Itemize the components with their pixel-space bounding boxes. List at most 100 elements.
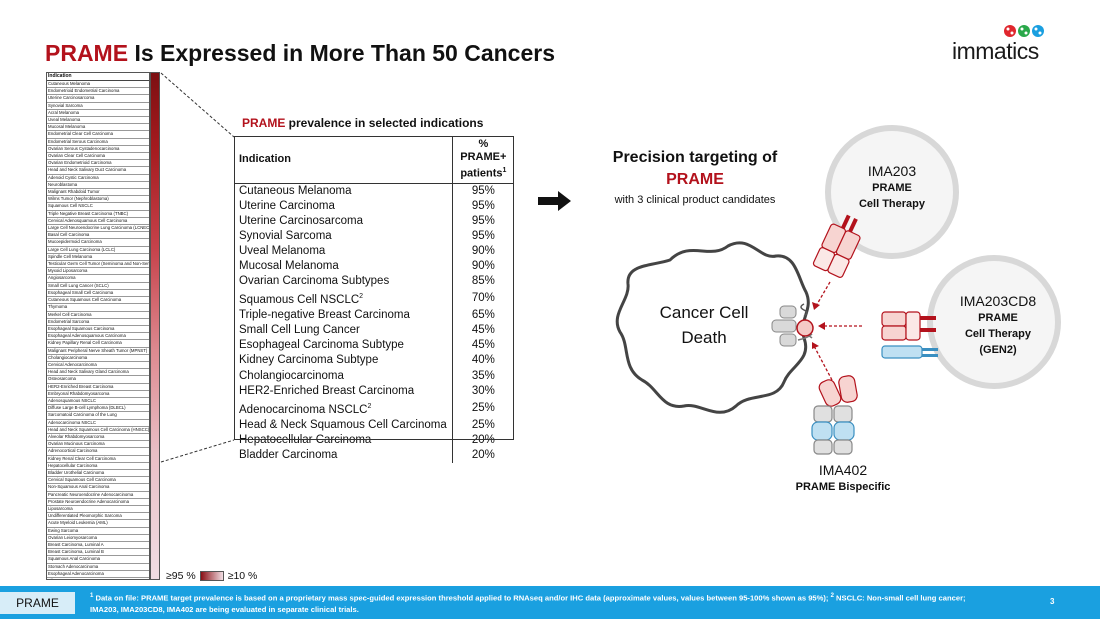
indication-list-row: Head and Neck Salivary Duct Carcinoma <box>47 167 149 175</box>
indication-list-row: Squamous Anal Carcinoma <box>47 556 149 564</box>
cancer-cell-label: Cancer Cell Death <box>630 300 778 350</box>
indication-list-row: Cholangiocarcinoma <box>47 355 149 362</box>
indication-list-row: Fibrosarcoma <box>47 578 149 579</box>
percent-cell: 30% <box>451 383 514 399</box>
indication-list-row: Hepatocellular Carcinoma <box>47 463 149 470</box>
indication-list-row: Cutaneous Squamous Cell Carcinoma <box>47 297 149 305</box>
footer: PRAME 1 Data on file: PRAME target preva… <box>0 586 1100 619</box>
indication-list-header: Indication <box>47 73 149 81</box>
indication-list-row: Adenoid Cystic Carcinoma <box>47 175 149 182</box>
indication-list-row: Malignant Rhabdoid Tumor <box>47 189 149 197</box>
table-subtitle: PRAME prevalence in selected indications <box>242 116 483 130</box>
indication-list: Indication Cutaneous Melanoma Endometrioi… <box>46 72 150 580</box>
footer-tag: PRAME <box>0 592 75 614</box>
indication-cell: Cutaneous Melanoma <box>234 183 452 199</box>
percent-cell: 45% <box>451 323 514 339</box>
mechanism-diagram: Cancer Cell Death IMA203 PRAME Cell Ther… <box>600 110 1100 510</box>
logo-icon <box>1004 25 1044 37</box>
indication-name: Triple-negative Breast Carcinoma <box>239 309 410 322</box>
subtitle-rest: prevalence in selected indications <box>285 116 484 130</box>
prevalence-gradient-bar <box>150 72 160 580</box>
indication-list-row: Ovarian Endometrioid Carcinoma <box>47 160 149 168</box>
ima402-line1: PRAME Bispecific <box>795 481 891 493</box>
indication-list-row: Acral Melanoma <box>47 110 149 118</box>
indication-list-row: Head and Neck Salivary Gland Carcinoma <box>47 369 149 377</box>
indication-list-row: Angiosarcoma <box>47 275 149 283</box>
col-header-sup: 1 <box>502 167 507 174</box>
indication-list-row: Cervical Adenosquamous Cell Carcinoma <box>47 218 149 226</box>
percent-cell: 25% <box>451 398 514 418</box>
indication-list-row: Uveal Melanoma <box>47 117 149 125</box>
percent-cell: 20% <box>451 447 514 463</box>
indication-list-row: Esophageal Squamous Carcinoma <box>47 326 149 334</box>
percent-cell: 20% <box>451 432 514 448</box>
indication-list-row: Head and Neck Squamous Cell Carcinoma (H… <box>47 427 149 434</box>
ima203cd8-line2: Cell Therapy <box>964 328 1032 340</box>
indication-name: Ovarian Carcinoma Subtypes <box>239 275 390 288</box>
indication-list-row: Embryonal Rhabdomyosarcoma <box>47 391 149 398</box>
indication-list-row: Testicular Germ Cell Tumor (Seminoma and… <box>47 261 149 269</box>
indication-name: Bladder Carcinoma <box>239 448 338 461</box>
table-row: Ovarian Carcinoma Subtypes 85% <box>234 274 514 290</box>
ima203-line2: Cell Therapy <box>858 198 926 210</box>
indication-list-row: Ovarian Leiomyosarcoma <box>47 535 149 542</box>
indication-list-row: Breast Carcinoma, Luminal A <box>47 542 149 550</box>
logo-text: immatics <box>952 38 1039 64</box>
indication-sup: 2 <box>359 293 364 301</box>
footnote-sup2: 2 <box>830 593 834 599</box>
table-row: Uveal Melanoma 90% <box>234 244 514 260</box>
indication-cell: Cholangiocarcinoma <box>234 369 452 384</box>
percent-cell: 90% <box>451 244 514 260</box>
indication-name: Uveal Melanoma <box>239 245 326 258</box>
indication-list-row: Pancreatic Neuroendocrine Adenocarcinoma <box>47 492 149 499</box>
footnote-text2: NSCLC: Non-small cell lung cancer; <box>833 593 966 603</box>
percent-cell: 85% <box>451 274 514 290</box>
table-row: Uterine Carcinoma 95% <box>234 198 514 214</box>
percent-cell: 95% <box>451 213 514 229</box>
indication-list-row: Cutaneous Melanoma <box>47 81 149 89</box>
indication-list-row: Ovarian Mucinous Carcinoma <box>47 441 149 449</box>
legend-low: ≥10 % <box>227 570 258 582</box>
precision-line1: Precision targeting of <box>612 149 778 166</box>
indication-name: Adenocarcinoma NSCLC <box>239 403 368 416</box>
indication-list-row: Uterine Carcinosarcoma <box>47 95 149 103</box>
indication-list-row: Acute Myeloid Leukemia (AML) <box>47 520 149 528</box>
indication-list-row: Diffuse Large B-cell Lymphoma (DLBCL) <box>47 405 149 413</box>
percent-cell: 90% <box>451 259 514 275</box>
page-number: 3 <box>1050 597 1055 606</box>
indication-list-row: Squamous Cell NSCLC <box>47 203 149 211</box>
ima203cd8-label: IMA203CD8 PRAME Cell Therapy (GEN2) <box>936 292 1060 358</box>
table-row: Synovial Sarcoma 95% <box>234 228 514 245</box>
cancer-cell-label-line1: Cancer Cell <box>659 303 749 322</box>
indication-cell: Bladder Carcinoma <box>234 448 452 463</box>
indication-list-row: Cervical Squamous Cell Carcinoma <box>47 477 149 485</box>
footnote-text3: IMA203, IMA203CD8, IMA402 are being eval… <box>90 604 359 614</box>
indication-list-row: Osteosarcoma <box>47 376 149 384</box>
indication-list-row: Basal Cell Carcinoma <box>47 232 149 240</box>
ima203-tcr-icon <box>812 214 861 278</box>
ima203cd8-line3: (GEN2) <box>979 344 1017 356</box>
table-row: Cutaneous Melanoma 95% <box>234 183 514 199</box>
indication-list-row: Breast Carcinoma, Luminal B <box>47 549 149 557</box>
indication-cell: Squamous Cell NSCLC2 <box>234 289 452 308</box>
indication-list-row: Sarcomatoid Carcinoma of the Lung <box>47 412 149 420</box>
prame-peptide-icon <box>796 319 814 337</box>
percent-cell: 95% <box>451 198 514 214</box>
precision-line3: with 3 clinical product candidates <box>614 194 776 206</box>
indication-cell: Kidney Carcinoma Subtype <box>234 353 452 368</box>
table-row: Esophageal Carcinoma Subtype 45% <box>234 338 514 354</box>
table-row: Kidney Carcinoma Subtype 40% <box>234 353 514 369</box>
cancer-cell-icon <box>615 241 810 414</box>
indication-cell: Uveal Melanoma <box>234 244 452 259</box>
table-row: Squamous Cell NSCLC2 70% <box>234 289 514 309</box>
ima203cd8-line1: PRAME <box>978 312 1018 324</box>
indication-list-row: Liposarcoma <box>47 506 149 514</box>
table-row: Mucosal Melanoma 90% <box>234 259 514 275</box>
indication-cell: HER2-Enriched Breast Carcinoma <box>234 384 452 399</box>
footnote-text1: Data on file: PRAME target prevalence is… <box>93 593 831 603</box>
table-row: Bladder Carcinoma 20% <box>234 447 514 463</box>
indication-list-row: Spindle Cell Melanoma <box>47 254 149 262</box>
indication-list-row: Ewing Sarcoma <box>47 528 149 535</box>
table-row: Adenocarcinoma NSCLC2 25% <box>234 398 514 418</box>
indication-list-row: Cervical Adenocarcinoma <box>47 362 149 370</box>
